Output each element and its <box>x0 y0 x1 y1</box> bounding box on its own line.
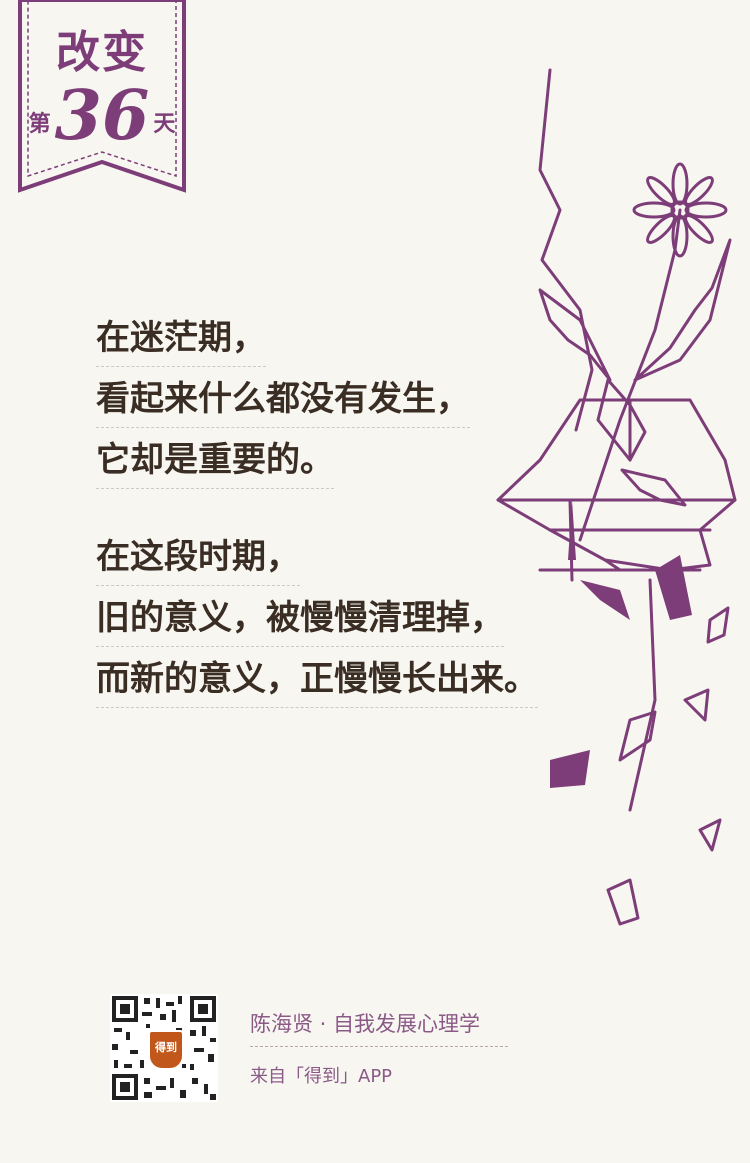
day-counter: 第 36 天 <box>18 80 186 152</box>
qr-logo: 得到 <box>148 1030 184 1070</box>
poem-line: 看起来什么都没有发生， <box>96 377 470 428</box>
poem-line: 它却是重要的。 <box>96 438 334 489</box>
poem-line: 旧的意义，被慢慢清理掉， <box>96 596 504 647</box>
badge-banner-shape <box>18 0 186 193</box>
poem-line: 而新的意义，正慢慢长出来。 <box>96 657 538 708</box>
author-line: 陈海贤 · 自我发展心理学 <box>250 1012 481 1036</box>
poem-line: 在迷茫期， <box>96 316 266 367</box>
badge-title: 改变 <box>56 27 148 78</box>
day-badge: 改变 第 36 天 <box>18 0 186 196</box>
source-line: 来自「得到」APP <box>250 1066 393 1087</box>
poem-text: 在迷茫期， 看起来什么都没有发生， 它却是重要的。 在这段时期， 旧的意义，被慢… <box>96 316 538 718</box>
poem-stanza-1: 在迷茫期， 看起来什么都没有发生， 它却是重要的。 <box>96 316 538 499</box>
footer-divider <box>250 1046 508 1047</box>
poem-line: 在这段时期， <box>96 535 300 586</box>
day-prefix: 第 <box>28 112 51 137</box>
day-number: 36 <box>54 76 150 156</box>
flower-illustration <box>496 68 737 926</box>
poem-stanza-2: 在这段时期， 旧的意义，被慢慢清理掉， 而新的意义，正慢慢长出来。 <box>96 535 538 718</box>
day-suffix: 天 <box>153 112 176 137</box>
qr-code[interactable]: 得到 <box>110 994 218 1102</box>
